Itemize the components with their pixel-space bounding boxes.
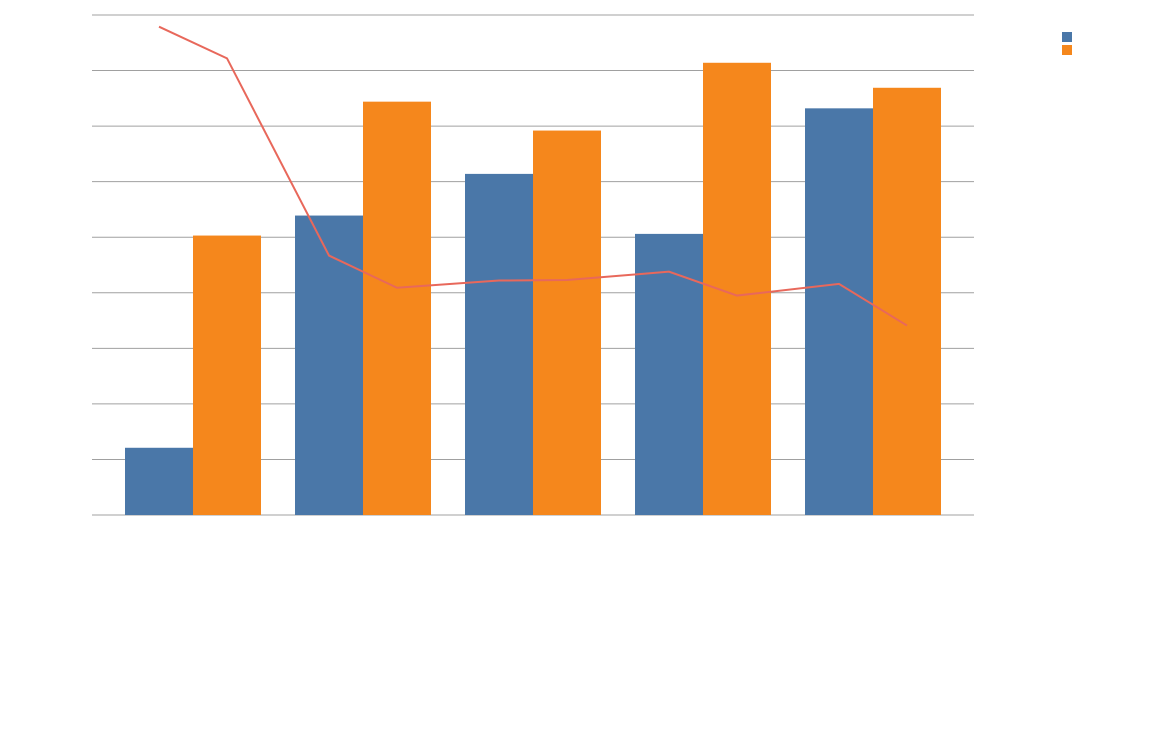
bar (703, 62, 771, 516)
bar (533, 130, 601, 516)
legend-swatch (1062, 45, 1072, 55)
bar (295, 215, 363, 516)
bar (873, 87, 941, 516)
bar (465, 173, 533, 515)
legend-swatch (1062, 32, 1072, 42)
line (158, 25, 908, 327)
bar (125, 447, 193, 515)
bar (805, 108, 873, 515)
bar (635, 233, 703, 515)
bar (193, 235, 261, 516)
bar (363, 101, 431, 516)
